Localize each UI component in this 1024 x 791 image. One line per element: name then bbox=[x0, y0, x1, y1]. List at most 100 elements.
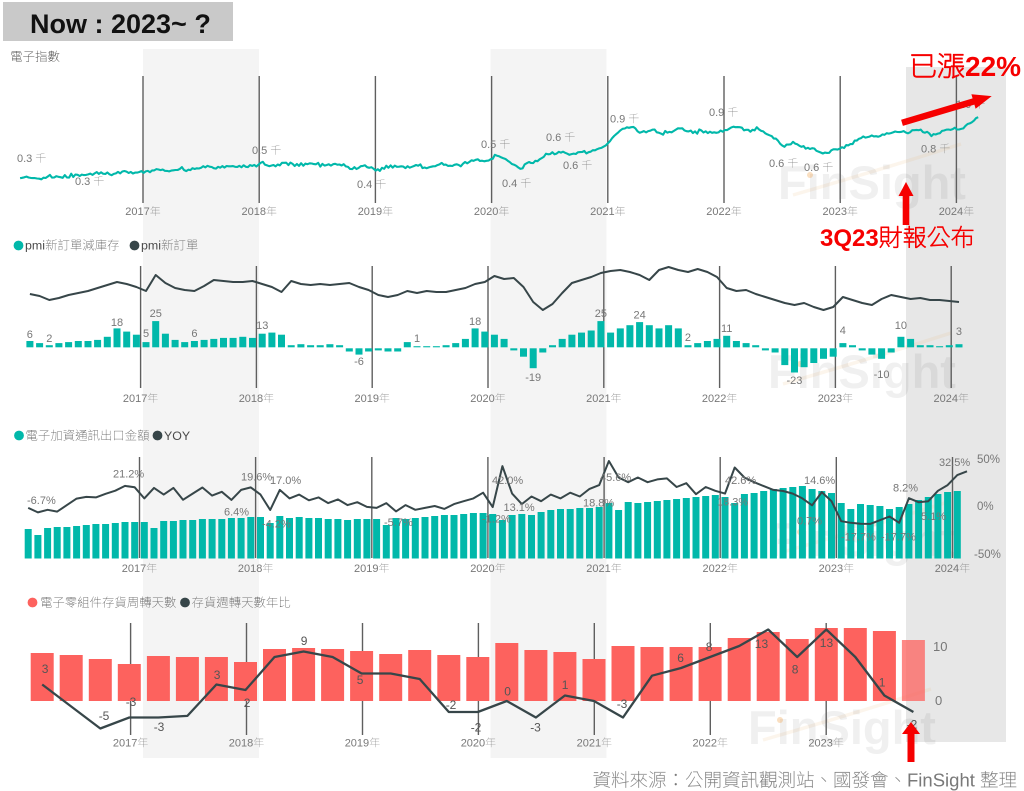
svg-text:1: 1 bbox=[414, 333, 420, 345]
svg-text:-17.7%: -17.7% bbox=[841, 532, 876, 544]
svg-text:2023: 2023 bbox=[818, 393, 842, 405]
svg-text:9: 9 bbox=[301, 634, 308, 648]
svg-text:2024: 2024 bbox=[939, 206, 963, 218]
svg-text:2: 2 bbox=[685, 332, 691, 344]
svg-text:5.1%: 5.1% bbox=[921, 511, 946, 523]
svg-text:2017: 2017 bbox=[122, 563, 146, 575]
svg-text:3: 3 bbox=[42, 662, 49, 676]
svg-text:2021: 2021 bbox=[586, 393, 610, 405]
svg-text:FinSight: FinSight bbox=[748, 701, 936, 754]
svg-text:0.5: 0.5 bbox=[252, 145, 267, 157]
svg-text:2023: 2023 bbox=[823, 206, 847, 218]
svg-text:2023: 2023 bbox=[819, 563, 843, 575]
svg-text:14.6%: 14.6% bbox=[804, 475, 835, 487]
svg-text:YOY: YOY bbox=[164, 429, 190, 443]
svg-text:2020: 2020 bbox=[470, 393, 494, 405]
svg-text:4: 4 bbox=[840, 325, 846, 337]
svg-text:2021: 2021 bbox=[590, 206, 614, 218]
svg-text:24: 24 bbox=[634, 310, 646, 322]
svg-text:2022: 2022 bbox=[693, 738, 717, 750]
svg-text:2: 2 bbox=[46, 333, 52, 345]
svg-text:-6.7%: -6.7% bbox=[27, 495, 56, 507]
svg-text:2020: 2020 bbox=[461, 738, 485, 750]
svg-text:32.5%: 32.5% bbox=[939, 457, 970, 469]
svg-text:FinSight: FinSight bbox=[907, 770, 975, 791]
svg-text:2017: 2017 bbox=[125, 206, 149, 218]
svg-text:-3: -3 bbox=[126, 695, 137, 709]
svg-text:-19: -19 bbox=[525, 372, 541, 384]
svg-text:3: 3 bbox=[214, 668, 221, 682]
svg-text:3: 3 bbox=[956, 326, 962, 338]
svg-text:0.6: 0.6 bbox=[563, 160, 578, 172]
svg-text:2019: 2019 bbox=[355, 393, 379, 405]
svg-text:2018: 2018 bbox=[238, 563, 262, 575]
svg-text:13: 13 bbox=[820, 636, 834, 650]
svg-text:17.0%: 17.0% bbox=[270, 475, 301, 487]
svg-text:2020: 2020 bbox=[470, 563, 494, 575]
svg-text:42.6%: 42.6% bbox=[725, 475, 756, 487]
svg-text:25: 25 bbox=[595, 308, 607, 320]
svg-text:FinSight: FinSight bbox=[778, 156, 966, 209]
svg-text:2018: 2018 bbox=[229, 738, 253, 750]
svg-text:-1.2%: -1.2% bbox=[482, 514, 511, 526]
svg-text:21.2%: 21.2% bbox=[113, 469, 144, 481]
svg-text:18: 18 bbox=[111, 317, 123, 329]
svg-text:2017: 2017 bbox=[113, 738, 137, 750]
svg-text:50%: 50% bbox=[977, 454, 1000, 466]
svg-text:8: 8 bbox=[706, 640, 713, 654]
svg-text:0%: 0% bbox=[977, 501, 994, 513]
svg-text:13: 13 bbox=[755, 637, 769, 651]
svg-text:0.7%: 0.7% bbox=[797, 516, 822, 528]
svg-text:0.9: 0.9 bbox=[709, 107, 724, 119]
svg-text:2019: 2019 bbox=[345, 738, 369, 750]
svg-text:45.6%: 45.6% bbox=[600, 472, 631, 484]
svg-text:-3: -3 bbox=[617, 697, 628, 711]
svg-text:18.8%: 18.8% bbox=[583, 498, 614, 510]
svg-text:-23: -23 bbox=[787, 375, 803, 387]
svg-text:2021: 2021 bbox=[586, 563, 610, 575]
svg-text:5: 5 bbox=[143, 328, 149, 340]
svg-text:11: 11 bbox=[721, 323, 732, 335]
svg-text:2024: 2024 bbox=[935, 563, 959, 575]
svg-text:pmi: pmi bbox=[25, 239, 45, 253]
svg-text:-50%: -50% bbox=[974, 549, 1001, 561]
svg-text:-5: -5 bbox=[99, 709, 110, 723]
svg-text:0.6: 0.6 bbox=[546, 132, 561, 144]
svg-text:2023: 2023 bbox=[808, 738, 832, 750]
svg-text:-10: -10 bbox=[874, 369, 890, 381]
svg-text:13.1%: 13.1% bbox=[504, 502, 535, 514]
svg-text:2017: 2017 bbox=[123, 393, 147, 405]
svg-text:0.4: 0.4 bbox=[357, 179, 372, 191]
svg-text:18: 18 bbox=[469, 316, 481, 328]
svg-text:22%: 22% bbox=[965, 51, 1021, 82]
svg-text:10: 10 bbox=[933, 639, 947, 654]
svg-text:6.4%: 6.4% bbox=[224, 507, 249, 519]
svg-text:2020: 2020 bbox=[474, 206, 498, 218]
svg-text:2022: 2022 bbox=[702, 393, 726, 405]
svg-text:pmi: pmi bbox=[141, 239, 161, 253]
svg-text:0.6: 0.6 bbox=[769, 158, 784, 170]
svg-text:6: 6 bbox=[677, 651, 684, 665]
svg-text:-2: -2 bbox=[446, 698, 457, 712]
svg-text:FinSight: FinSight bbox=[768, 345, 956, 398]
svg-text:0: 0 bbox=[935, 693, 942, 708]
svg-text:0.3: 0.3 bbox=[75, 176, 90, 188]
svg-text:2022: 2022 bbox=[703, 563, 727, 575]
svg-text:-3: -3 bbox=[530, 721, 541, 735]
svg-text:3Q23: 3Q23 bbox=[820, 225, 879, 252]
svg-text:0.8: 0.8 bbox=[921, 144, 936, 156]
svg-text:0.4: 0.4 bbox=[502, 178, 517, 190]
svg-text:0.3: 0.3 bbox=[17, 153, 32, 165]
svg-text:Now : 2023~ ?: Now : 2023~ ? bbox=[30, 9, 211, 39]
svg-text:13: 13 bbox=[256, 320, 268, 332]
svg-text:-5.7%: -5.7% bbox=[384, 517, 413, 529]
svg-text:6: 6 bbox=[191, 328, 197, 340]
svg-text:0.6: 0.6 bbox=[804, 162, 819, 174]
svg-text:2018: 2018 bbox=[242, 206, 266, 218]
svg-text:2018: 2018 bbox=[239, 393, 263, 405]
svg-text:10: 10 bbox=[895, 320, 907, 332]
svg-text:18.3%: 18.3% bbox=[717, 497, 748, 509]
svg-text:8: 8 bbox=[792, 663, 799, 677]
svg-text:0.9: 0.9 bbox=[610, 114, 625, 126]
svg-text:2019: 2019 bbox=[354, 563, 378, 575]
